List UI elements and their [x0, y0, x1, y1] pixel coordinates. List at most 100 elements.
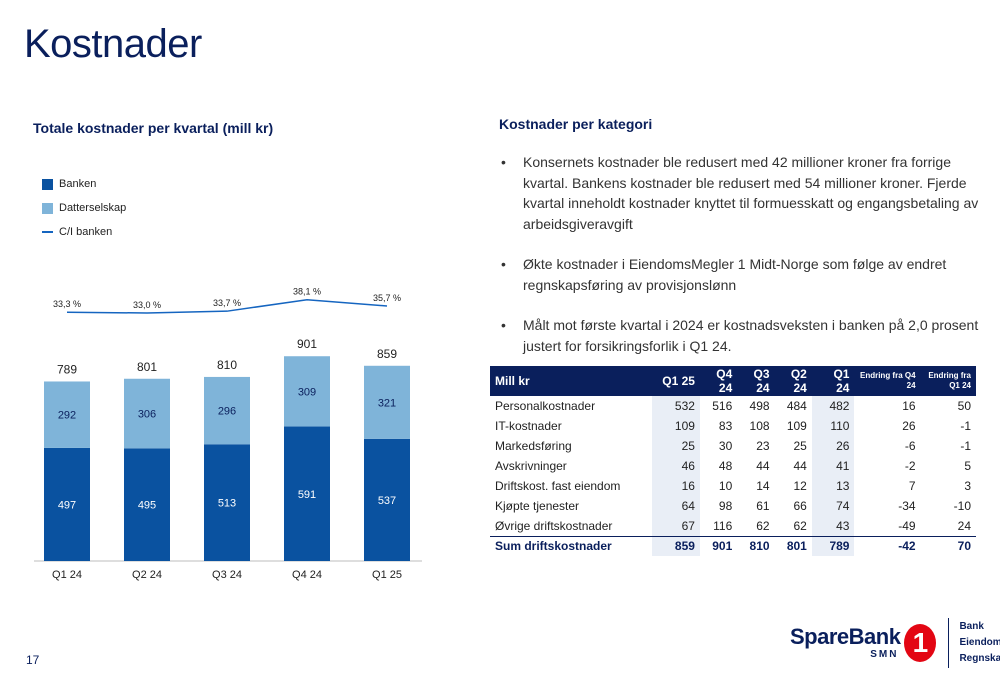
bar-datterselskap [364, 365, 410, 439]
chart-title: Totale kostnader per kvartal (mill kr) [33, 120, 274, 136]
table-cell: 48 [718, 459, 733, 473]
page-number: 17 [26, 653, 40, 667]
data-label-datterselskap: 309 [298, 386, 316, 398]
ci-label: 33,3 % [53, 299, 81, 309]
sparebank-logo: SpareBank SMN 1 Bank Eiendom Regnskap [790, 618, 1000, 668]
data-label-datterselskap: 292 [58, 410, 76, 422]
legend-item-banken: Banken [42, 172, 126, 196]
table-cell: -1 [960, 419, 971, 433]
table-cell: 108 [749, 419, 770, 433]
data-label-datterselskap: 306 [138, 409, 156, 421]
table-cell: 482 [811, 396, 855, 416]
table-cell: 43 [811, 516, 855, 536]
table-cell: 901 [699, 535, 738, 556]
header-q1-25: Q1 25 [652, 366, 700, 396]
bar-banken [284, 426, 330, 561]
chart-legend: Banken Datterselskap C/I banken [42, 172, 126, 244]
ci-label: 33,7 % [213, 298, 241, 308]
table-cell: 25 [652, 436, 700, 456]
table-row: Markedsføring 25 30 23 25 26 -6 -1 [490, 436, 976, 456]
bullet-item: Økte kostnader i EiendomsMegler 1 Midt-N… [499, 254, 979, 295]
table-cell: -1 [960, 439, 971, 453]
table-cell: 110 [811, 416, 855, 436]
table-row: Kjøpte tjenester 64 98 61 66 74 -34 -10 [490, 496, 976, 516]
legend-item-datterselskap: Datterselskap [42, 196, 126, 220]
data-label-banken: 537 [378, 495, 396, 507]
legend-swatch-ci [42, 231, 53, 233]
table-cell: 50 [957, 399, 971, 413]
logo-sub: SMN [870, 649, 899, 660]
table-cell: Avskrivninger [495, 459, 567, 473]
bar-banken [44, 447, 90, 561]
table-cell: 7 [908, 479, 916, 493]
table-cell: -2 [904, 459, 916, 473]
table-cell: 70 [920, 535, 976, 556]
table-cell: -6 [904, 439, 916, 453]
table-cell: 83 [718, 419, 733, 433]
ci-label: 38,1 % [293, 287, 321, 297]
table-cell: 14 [756, 479, 770, 493]
x-tick-label: Q4 24 [292, 569, 322, 581]
bullet-item: Målt mot første kvartal i 2024 er kostna… [499, 315, 979, 356]
table-cell: 109 [652, 416, 700, 436]
table-cell: Øvrige driftskostnader [495, 518, 613, 533]
x-tick-label: Q2 24 [132, 569, 162, 581]
table-row: Personalkostnader 532 516 498 484 482 16… [490, 396, 976, 416]
logo-divider [948, 618, 950, 668]
logo-one-icon: 1 [904, 624, 937, 662]
table-cell: 44 [756, 459, 770, 473]
data-label-banken: 513 [218, 498, 236, 510]
table-cell: 44 [793, 459, 807, 473]
table-cell: 41 [811, 456, 855, 476]
table-row: Avskrivninger 46 48 44 44 41 -2 5 [490, 456, 976, 476]
logo-brand: SpareBank [790, 624, 901, 649]
logo-wordmark: SpareBank SMN [790, 624, 901, 661]
ci-line [66, 298, 388, 314]
legend-swatch-datterselskap [42, 202, 53, 214]
header-q4-24: Q4 24 [699, 366, 738, 396]
ci-label: 35,7 % [373, 293, 401, 303]
logo-lines: Bank Eiendom Regnskap [959, 619, 1000, 667]
header-change-q4: Endring fra Q4 24 [854, 366, 921, 396]
table-cell: Markedsføring [495, 439, 572, 453]
header-change-q1: Endring fra Q1 24 [920, 366, 976, 396]
logo-line: Regnskap [959, 653, 1000, 664]
header-q2-24: Q2 24 [774, 366, 812, 396]
table-cell: 67 [652, 516, 700, 536]
legend-item-ci: C/I banken [42, 220, 126, 244]
table-cell: 26 [902, 419, 916, 433]
table-row: Øvrige driftskostnader 67 116 62 62 43 -… [490, 516, 976, 536]
table-cell: 23 [756, 439, 770, 453]
data-label-banken: 497 [58, 499, 76, 511]
data-label-banken: 591 [298, 489, 316, 501]
table-row: IT-kostnader 109 83 108 109 110 26 -1 [490, 416, 976, 436]
bar-datterselskap [284, 356, 330, 427]
logo-line: Bank [959, 621, 984, 632]
table-cell: IT-kostnader [495, 419, 562, 433]
table-cell: Sum driftskostnader [490, 535, 652, 556]
table-cell: 30 [718, 439, 733, 453]
data-label-datterselskap: 321 [378, 397, 396, 409]
category-title: Kostnader per kategori [499, 116, 653, 132]
table-cell: -49 [898, 518, 916, 533]
table-header-row: Mill kr Q1 25 Q4 24 Q3 24 Q2 24 Q1 24 En… [490, 366, 976, 396]
table-cell: 859 [652, 535, 700, 556]
bar-datterselskap [44, 381, 90, 448]
ci-label: 33,0 % [133, 300, 161, 310]
bar-datterselskap [204, 376, 250, 445]
table-cell: 16 [652, 476, 700, 496]
table-cell: 66 [793, 499, 807, 513]
data-label-datterselskap: 296 [218, 406, 236, 418]
legend-label-banken: Banken [59, 178, 97, 190]
bar-banken [124, 448, 170, 561]
table-cell: 64 [652, 496, 700, 516]
table-cell: 484 [786, 399, 807, 413]
data-label-total: 810 [217, 358, 237, 372]
legend-label-datterselskap: Datterselskap [59, 202, 127, 214]
table-cell: 810 [737, 535, 775, 556]
data-label-total: 901 [297, 337, 317, 351]
table-row: Driftskost. fast eiendom 16 10 14 12 13 … [490, 476, 976, 496]
table-cell: -42 [854, 535, 921, 556]
table-cell: Kjøpte tjenester [495, 499, 580, 513]
header-mill-kr: Mill kr [490, 366, 652, 396]
